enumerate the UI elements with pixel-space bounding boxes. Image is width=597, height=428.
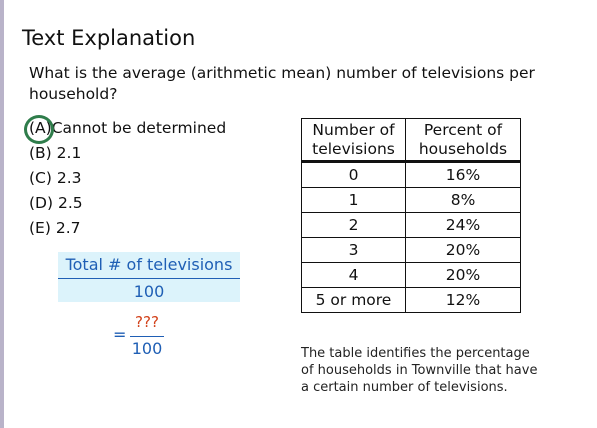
choice-c[interactable]: (C) 2.3 xyxy=(29,166,226,191)
equals-sign: = xyxy=(113,325,127,344)
table-row: 4 20% xyxy=(301,262,521,288)
table-cell: 3 xyxy=(301,237,406,263)
table-cell: 8% xyxy=(405,187,521,213)
table-cell: 4 xyxy=(301,262,406,288)
choice-e[interactable]: (E) 2.7 xyxy=(29,216,226,241)
choice-text: 2.3 xyxy=(56,169,82,187)
table-cell: 24% xyxy=(405,212,521,238)
table-cell: 2 xyxy=(301,212,406,238)
unknown-numerator: ??? xyxy=(135,313,159,331)
table-cell: 12% xyxy=(405,287,521,313)
choice-letter: (D) xyxy=(29,194,54,212)
table-row: 1 8% xyxy=(301,187,521,213)
choice-text: 2.7 xyxy=(55,219,81,237)
table-row: 0 16% xyxy=(301,161,521,188)
fraction-denominator: 100 xyxy=(133,282,165,301)
header-number-of-televisions: Number of televisions xyxy=(301,118,406,163)
fraction-numerator: Total # of televisions xyxy=(65,255,233,274)
fraction-denominator-2: 100 xyxy=(131,339,163,358)
left-border xyxy=(0,0,4,428)
table-cell: 20% xyxy=(405,262,521,288)
table-row: 3 20% xyxy=(301,237,521,263)
table-row: 5 or more 12% xyxy=(301,287,521,313)
header-percent-of-households: Percent of households xyxy=(405,118,521,163)
choice-d[interactable]: (D) 2.5 xyxy=(29,191,226,216)
page-title: Text Explanation xyxy=(22,26,196,50)
table-cell: 1 xyxy=(301,187,406,213)
fraction-bar-2 xyxy=(130,336,164,337)
answer-choices: (A)Cannot be determined (B) 2.1 (C) 2.3 … xyxy=(24,115,227,241)
table-cell: 20% xyxy=(405,237,521,263)
fraction-bar xyxy=(58,278,240,279)
table-cell: 16% xyxy=(405,161,521,188)
table-cell: 5 or more xyxy=(301,287,406,313)
choice-text: 2.1 xyxy=(56,144,82,162)
table-cell: 0 xyxy=(301,161,406,188)
choice-b[interactable]: (B) 2.1 xyxy=(29,141,226,166)
televisions-table: Number of televisions Percent of househo… xyxy=(301,118,521,313)
choice-text: Cannot be determined xyxy=(51,119,227,137)
table-caption: The table identifies the percentage of h… xyxy=(301,346,538,395)
choice-letter: (C) xyxy=(29,169,52,187)
choice-letter: (E) xyxy=(29,219,51,237)
fraction-highlight: Total # of televisions 100 xyxy=(58,252,240,302)
table-row: 2 24% xyxy=(301,212,521,238)
choice-letter: (B) xyxy=(29,144,52,162)
choice-a[interactable]: (A)Cannot be determined xyxy=(24,115,227,144)
selected-answer-circle xyxy=(24,115,54,144)
choice-text: 2.5 xyxy=(57,194,83,212)
question-text: What is the average (arithmetic mean) nu… xyxy=(29,64,535,103)
